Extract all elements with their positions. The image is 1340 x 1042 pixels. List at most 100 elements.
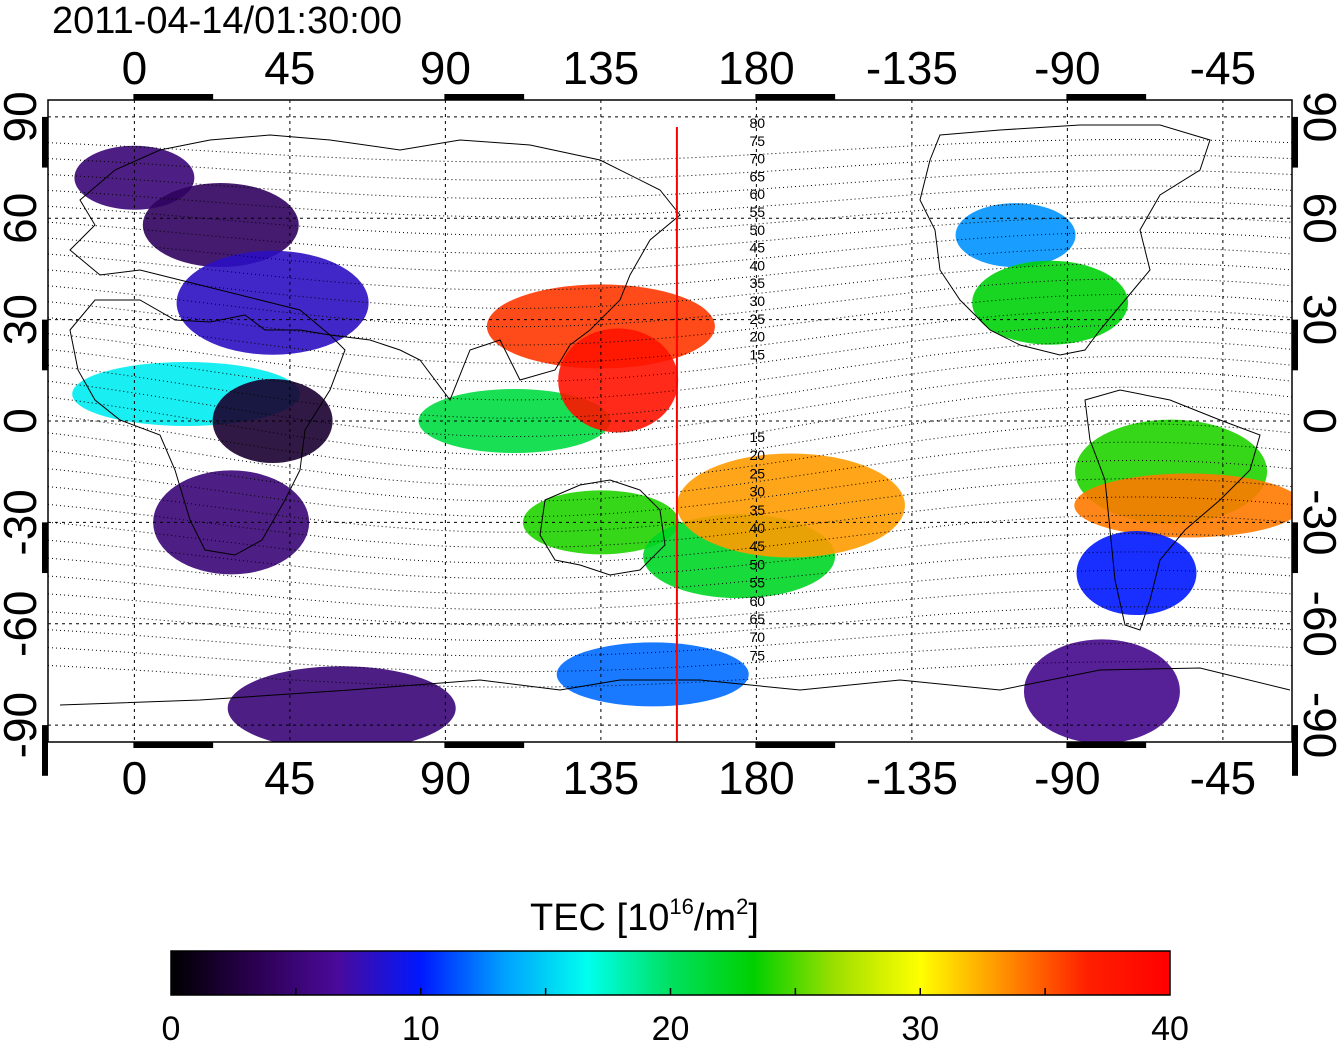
colorbar-title-close: ] xyxy=(748,897,759,939)
coastline-layer xyxy=(59,124,1291,706)
magnetic-latitude-contour xyxy=(48,371,1292,438)
axis-bar-right xyxy=(1292,522,1298,574)
magnetic-latitude-contour xyxy=(48,514,1292,564)
maglat-label: 40 xyxy=(749,257,765,273)
axis-bar-left xyxy=(42,725,48,776)
x-tick-label-bottom: 135 xyxy=(563,752,640,804)
tec-region xyxy=(955,203,1076,268)
maglat-label: 75 xyxy=(749,647,765,663)
graticule-layer xyxy=(48,100,1292,742)
magnetic-latitude-contour xyxy=(48,404,1292,471)
colorbar-tick-label: 40 xyxy=(1151,1010,1189,1042)
axis-bar-bottom xyxy=(755,742,836,748)
tec-region xyxy=(418,389,611,453)
colorbar-tick-label: 30 xyxy=(901,1010,939,1042)
coastline-australia xyxy=(539,479,666,576)
axis-bar-left xyxy=(42,116,48,168)
tec-region xyxy=(676,453,905,558)
tec-data-layer xyxy=(72,145,1292,742)
magnetic-latitude-contour xyxy=(48,216,1292,255)
map-frame xyxy=(47,99,1293,743)
axis-bar-top xyxy=(133,94,214,100)
coastline-north-america xyxy=(919,124,1211,356)
maglat-label: 35 xyxy=(749,275,765,291)
maglat-label: 45 xyxy=(749,538,765,554)
colorbar-title: TEC [1016/m2] xyxy=(530,894,759,939)
tec-region xyxy=(558,328,679,433)
axis-bar-bottom xyxy=(444,742,525,748)
y-tick-label-right: 60 xyxy=(1294,193,1340,244)
axis-bar-left xyxy=(42,319,48,371)
tec-region xyxy=(142,183,299,268)
x-tick-label-bottom: -90 xyxy=(1034,752,1100,804)
magnetic-latitude-contour xyxy=(48,478,1292,533)
tec-region xyxy=(1023,639,1180,742)
maglat-label: 50 xyxy=(749,556,765,572)
axis-bar-bottom xyxy=(133,742,214,748)
maglat-label: 55 xyxy=(749,204,765,220)
magnetic-latitude-contour xyxy=(48,496,1292,549)
y-tick-label-left: -90 xyxy=(0,692,46,758)
maglat-label: 65 xyxy=(749,611,765,627)
maglat-label: 60 xyxy=(749,186,765,202)
colorbar-title-exponent2: 2 xyxy=(736,894,748,919)
magnetic-latitude-contour xyxy=(48,231,1292,273)
y-axis-right-ticks: 90 60 30 0 -30 -60 -90 xyxy=(1294,91,1340,758)
magnetic-latitude-contour xyxy=(48,247,1292,291)
axis-bar-right xyxy=(1292,116,1298,168)
y-tick-label-left: 90 xyxy=(0,91,46,142)
y-tick-label-right: 30 xyxy=(1294,294,1340,345)
y-tick-label-left: 60 xyxy=(0,193,46,244)
maglat-label: 70 xyxy=(749,151,765,167)
axis-bars xyxy=(42,94,1298,776)
maglat-label: 15 xyxy=(749,429,765,445)
axis-bar-bottom xyxy=(1066,742,1147,748)
magnetic-latitude-contour xyxy=(48,138,1292,163)
maglat-label: 25 xyxy=(749,311,765,327)
coastline-antarctica xyxy=(59,667,1291,706)
colorbar-ticks: 0 10 20 30 40 xyxy=(162,988,1189,1042)
x-tick-label-bottom: -135 xyxy=(866,752,958,804)
maglat-label: 80 xyxy=(749,115,765,131)
tec-region xyxy=(1076,531,1197,616)
x-tick-label-top: 90 xyxy=(420,42,471,94)
maglat-label: 25 xyxy=(749,465,765,481)
magnetic-latitude-contour xyxy=(48,533,1292,580)
maglat-label: 75 xyxy=(749,133,765,149)
maglat-label: 20 xyxy=(749,447,765,463)
magnetic-latitude-contours xyxy=(48,138,1292,688)
x-tick-label-top: -90 xyxy=(1034,42,1100,94)
colorbar-tick-label: 20 xyxy=(652,1010,690,1042)
magnetic-latitude-contour xyxy=(48,278,1292,328)
maglat-label: 30 xyxy=(749,293,765,309)
y-tick-label-left: -30 xyxy=(0,489,46,555)
x-tick-label-bottom: 45 xyxy=(264,752,315,804)
axis-bar-right xyxy=(1292,725,1298,776)
timestamp-label: 2011-04-14/01:30:00 xyxy=(52,0,402,42)
y-tick-label-left: 0 xyxy=(0,408,46,434)
maglat-label: 60 xyxy=(749,593,765,609)
maglat-label: 65 xyxy=(749,168,765,184)
x-tick-label-top: 135 xyxy=(563,42,640,94)
maglat-label: 45 xyxy=(749,240,765,256)
maglat-label: 20 xyxy=(749,329,765,345)
tec-region xyxy=(227,666,456,742)
colorbar-title-units: /m xyxy=(694,897,736,939)
x-axis-bottom-ticks: 0 45 90 135 180 -135 -90 -45 xyxy=(122,752,1257,804)
y-tick-label-right: -90 xyxy=(1294,692,1340,758)
coastline-europe-asia xyxy=(69,134,681,402)
magnetic-latitude-labels: 8075706560555045403530252015152025303540… xyxy=(749,115,765,663)
colorbar-tick-label: 10 xyxy=(402,1010,440,1042)
x-tick-label-top: -45 xyxy=(1190,42,1256,94)
magnetic-latitude-contour xyxy=(48,309,1292,364)
axis-bar-top xyxy=(444,94,525,100)
magnetic-latitude-contour xyxy=(48,154,1292,181)
axis-bar-right xyxy=(1292,319,1298,371)
magnetic-latitude-contour xyxy=(48,587,1292,626)
coastline-africa xyxy=(69,299,346,556)
tec-region xyxy=(556,642,749,707)
magnetic-latitude-contour xyxy=(48,293,1292,346)
x-tick-label-bottom: 0 xyxy=(122,752,148,804)
colorbar: TEC [1016/m2] 0 10 20 30 40 xyxy=(162,894,1189,1042)
